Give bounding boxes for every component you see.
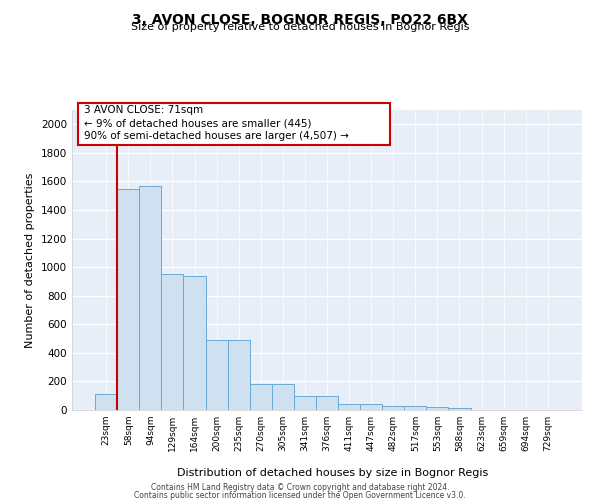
Bar [184,276,206,410]
Bar [382,406,404,410]
Bar [161,274,184,410]
Text: 3, AVON CLOSE, BOGNOR REGIS, PO22 6BX: 3, AVON CLOSE, BOGNOR REGIS, PO22 6BX [132,12,468,26]
Bar [404,406,427,410]
Bar [338,404,360,410]
Text: Contains HM Land Registry data © Crown copyright and database right 2024.: Contains HM Land Registry data © Crown c… [151,483,449,492]
Bar [294,396,316,410]
Bar [227,340,250,410]
Text: Size of property relative to detached houses in Bognor Regis: Size of property relative to detached ho… [131,22,469,32]
Text: Distribution of detached houses by size in Bognor Regis: Distribution of detached houses by size … [178,468,488,477]
Bar [139,186,161,410]
Bar [272,384,294,410]
Bar [316,396,338,410]
Bar [95,394,117,410]
Bar [448,408,470,410]
Bar [206,340,227,410]
Bar [427,407,448,410]
Bar [360,404,382,410]
Bar [250,384,272,410]
Bar [117,190,139,410]
Y-axis label: Number of detached properties: Number of detached properties [25,172,35,348]
Text: Contains public sector information licensed under the Open Government Licence v3: Contains public sector information licen… [134,490,466,500]
Text: 3 AVON CLOSE: 71sqm
← 9% of detached houses are smaller (445)
90% of semi-detach: 3 AVON CLOSE: 71sqm ← 9% of detached hou… [84,105,349,142]
